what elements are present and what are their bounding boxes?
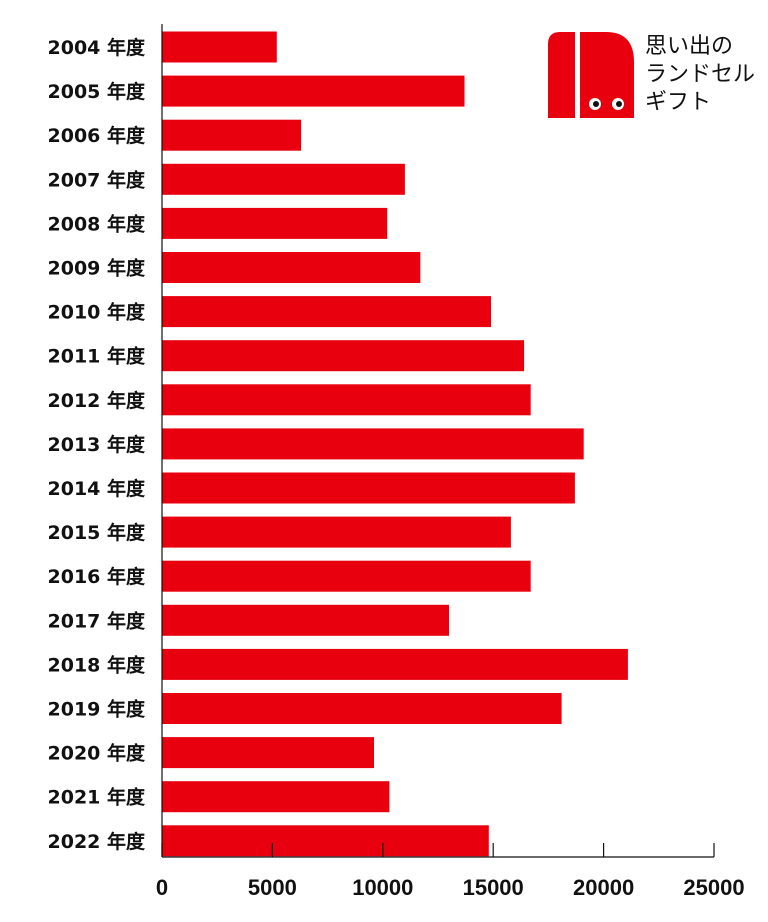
x-tick-label: 15000	[463, 875, 524, 900]
bar	[162, 737, 374, 769]
category-label: 2021 年度	[48, 786, 146, 809]
category-labels: 2004 年度 2005 年度 2006 年度 2007 年度 2008 年度 2009 …	[48, 36, 146, 853]
bar	[162, 472, 575, 504]
category-label: 2006 年度	[48, 124, 146, 147]
bar	[162, 781, 390, 813]
bar	[162, 31, 277, 63]
x-tick-label: 10000	[352, 875, 413, 900]
category-label: 2011 年度	[48, 345, 146, 368]
bar	[162, 163, 405, 195]
bar	[162, 604, 449, 636]
category-label: 2018 年度	[48, 653, 146, 676]
category-label: 2016 年度	[48, 565, 146, 588]
category-label: 2005 年度	[48, 80, 146, 103]
randoseru-mascot-icon	[548, 32, 634, 118]
axes-group	[161, 24, 715, 858]
category-label: 2013 年度	[48, 433, 146, 456]
category-label: 2019 年度	[48, 698, 146, 721]
randoseru-gift-logo: 思い出の ランドセル ギフト	[548, 32, 755, 118]
bar	[162, 296, 491, 328]
bars-group	[162, 31, 628, 857]
bar	[162, 207, 388, 239]
bar	[162, 428, 584, 460]
bar	[162, 252, 421, 283]
category-label: 2012 年度	[48, 389, 146, 412]
bar	[162, 384, 531, 416]
logo-line-1: 思い出の	[645, 34, 733, 59]
bar	[162, 75, 465, 107]
category-label: 2017 年度	[48, 609, 146, 632]
category-label: 2020 年度	[48, 742, 146, 765]
x-tick-label: 0	[156, 875, 168, 900]
bar	[162, 119, 302, 151]
category-label: 2004 年度	[48, 36, 146, 59]
bar	[162, 648, 628, 680]
category-label: 2022 年度	[48, 830, 146, 853]
x-tick-label: 5000	[248, 875, 297, 900]
category-label: 2008 年度	[48, 212, 146, 235]
bar	[162, 825, 489, 857]
x-tick-label: 25000	[683, 875, 744, 900]
x-tick-label: 20000	[573, 875, 634, 900]
category-label: 2007 年度	[48, 168, 146, 191]
bar	[162, 516, 511, 548]
bar	[162, 340, 525, 372]
bar	[162, 560, 531, 592]
category-label: 2010 年度	[48, 301, 146, 324]
category-label: 2015 年度	[48, 521, 146, 544]
logo-line-2: ランドセル	[645, 62, 755, 87]
category-label: 2014 年度	[48, 477, 146, 500]
category-label: 2009 年度	[48, 257, 146, 280]
bar	[162, 693, 562, 724]
x-tick-labels: 0 5000 10000 15000 20000 25000	[156, 875, 745, 900]
logo-line-3: ギフト	[645, 90, 711, 115]
